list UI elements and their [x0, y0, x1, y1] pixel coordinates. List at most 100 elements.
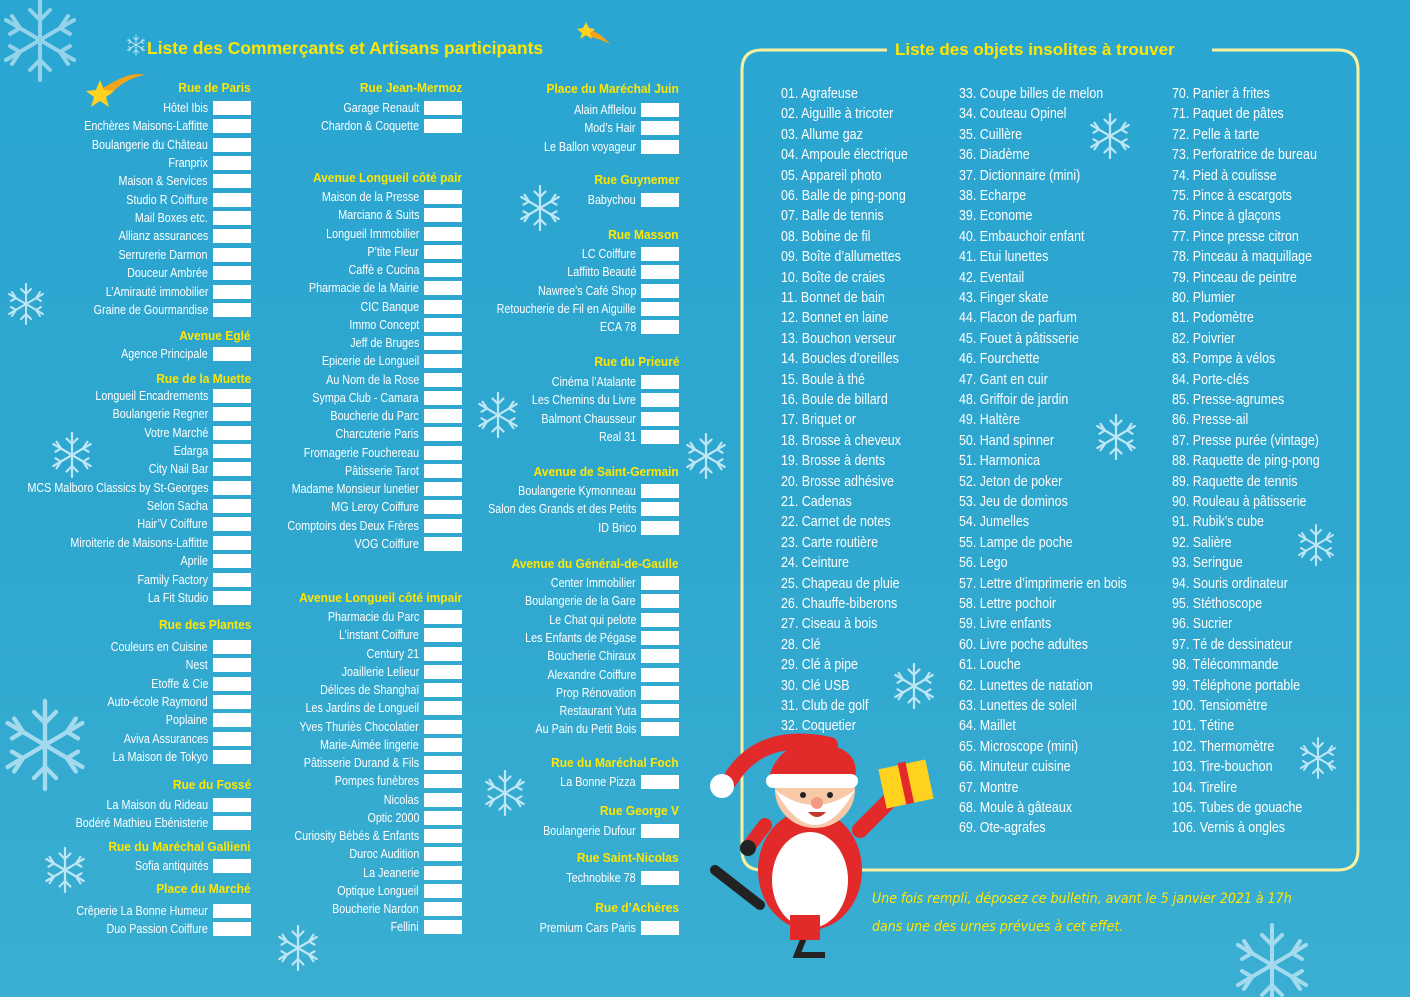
checkbox [213, 211, 251, 226]
section-title: Rue de la Muette [155, 371, 251, 386]
shop-name: Franprix [168, 156, 208, 171]
shop-name: La Jeanerie [362, 865, 419, 880]
santa [710, 733, 934, 958]
shop-name: Century 21 [366, 646, 419, 661]
object-item: 26. Chauffe-biberons [781, 596, 898, 612]
object-item: 66. Minuteur cuisine [959, 759, 1071, 776]
shop-name: Selon Sacha [147, 499, 208, 514]
checkbox [213, 640, 251, 654]
checkbox [424, 354, 462, 369]
note-line: Une fois rempli, déposez ce bulletin, av… [872, 891, 1292, 907]
checkbox [213, 859, 251, 873]
checkbox [424, 902, 462, 916]
shop-name: Prop Rénovation [555, 685, 636, 700]
checkbox [424, 920, 462, 935]
object-item: 31. Club de golf [781, 698, 869, 714]
object-item: 89. Raquette de tennis [1172, 473, 1298, 490]
object-item: 36. Diadème [959, 147, 1030, 164]
checkbox [641, 375, 679, 389]
shop-name: Le Chat qui pelote [548, 612, 636, 627]
checkbox [641, 704, 679, 719]
object-item: 80. Plumier [1172, 290, 1236, 306]
object-item: 51. Harmonica [959, 453, 1041, 470]
shop-name: Joaillerie Lelieur [341, 664, 419, 679]
section-title: Rue du Fossé [172, 777, 251, 792]
checkbox [424, 208, 462, 223]
object-item: 33. Coupe billes de melon [959, 86, 1104, 102]
checkbox [424, 427, 462, 442]
shop-name: Au Nom de la Rose [325, 372, 419, 387]
shop-name: Boucherie Chiraux [547, 649, 636, 664]
shop-name: Pompes funèbres [334, 774, 419, 789]
shop-name: Aviva Assurances [123, 731, 208, 746]
checkbox [641, 824, 679, 838]
shop-name: La Maison de Tokyo [112, 750, 208, 765]
checkbox [424, 244, 462, 259]
checkbox [424, 336, 462, 350]
object-item: 41. Etui lunettes [959, 249, 1049, 266]
checkbox [641, 484, 679, 498]
shop-name: Boulangerie Dufour [543, 824, 636, 838]
object-item: 79. Pinceau de peintre [1172, 269, 1297, 286]
shop-name: Curiosity Bébés & Enfants [294, 829, 419, 843]
shop-name: Duroc Audition [349, 847, 419, 862]
snowflake [894, 662, 934, 710]
shop-name: Comptoirs des Deux Frères [287, 518, 419, 533]
shop-name: Auto-école Raymond [107, 695, 208, 710]
section-title: Rue Saint-Nicolas [577, 850, 679, 865]
object-item: 75. Pince à escargots [1172, 188, 1292, 204]
object-item: 77. Pince presse citron [1172, 228, 1299, 245]
checkbox [641, 103, 679, 117]
shop-name: Family Factory [137, 572, 208, 587]
object-item: 106. Vernis à ongles [1172, 820, 1286, 837]
object-item: 97. Té de dessinateur [1172, 636, 1293, 653]
shop-name: Fromagerie Fouchereau [303, 445, 419, 460]
checkbox [641, 775, 679, 789]
shop-name: Maison de la Presse [321, 190, 419, 204]
shop-name: Caffè e Cucina [348, 263, 419, 277]
shop-name: Pharmacie du Parc [327, 610, 419, 624]
checkbox [424, 372, 462, 387]
object-item: 67. Montre [959, 779, 1019, 796]
shop-name: Duo Passion Coiffure [106, 922, 208, 937]
checkbox [213, 192, 251, 207]
object-item: 87. Presse purée (vintage) [1172, 432, 1319, 449]
object-item: 34. Couteau Opinel [959, 106, 1067, 123]
shop-name: Alexandre Coiffure [547, 667, 636, 682]
checkbox [213, 137, 251, 152]
object-item: 16. Boule de billard [781, 392, 888, 408]
object-item: 42. Eventail [959, 269, 1025, 286]
checkbox [213, 572, 251, 587]
shop-name: Bodéré Mathieu Ebénisterie [75, 816, 208, 831]
snowflake [478, 391, 518, 439]
checkbox [213, 535, 251, 550]
object-item: 21. Cadenas [781, 494, 852, 510]
section-title: Rue Masson [608, 227, 679, 242]
shop-name: Pharmacie de la Mairie [309, 281, 419, 296]
snowflake [8, 701, 83, 789]
section-title: Rue du Maréchal Foch [551, 755, 679, 770]
checkbox [641, 139, 679, 154]
object-item: 48. Griffoir de jardin [959, 392, 1069, 408]
shop-name: Sympa Club - Camara [312, 390, 419, 405]
shop-name: Enchères Maisons-Laffitte [83, 119, 208, 134]
checkbox [641, 247, 679, 261]
checkbox [641, 283, 679, 298]
object-item: 08. Bobine de fil [781, 228, 871, 245]
shop-name: La Maison du Rideau [106, 798, 208, 812]
shop-name: Boulangerie de la Gare [525, 594, 636, 609]
shop-name: Le Ballon voyageur [543, 139, 636, 154]
checkbox [213, 462, 251, 477]
shop-name: Maison & Services [118, 174, 208, 189]
object-item: 103. Tire-bouchon [1172, 759, 1273, 776]
object-item: 11. Bonnet de bain [781, 290, 885, 306]
object-item: 04. Ampoule électrique [781, 147, 908, 164]
shop-name: Marciano & Suits [337, 208, 419, 223]
checkbox [641, 649, 679, 664]
checkbox [424, 664, 462, 679]
section-title: Avenue de Saint-Germain [533, 464, 679, 479]
shop-name: Studio R Coiffure [126, 192, 208, 207]
object-item: 100. Tensiomètre [1172, 698, 1268, 714]
object-item: 07. Balle de tennis [781, 208, 884, 225]
shop-name: Retoucherie de Fil en Aiguille [496, 301, 636, 316]
